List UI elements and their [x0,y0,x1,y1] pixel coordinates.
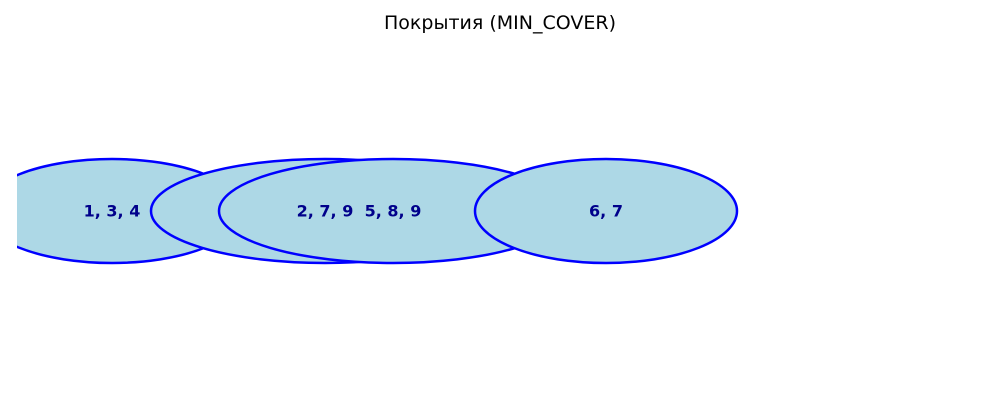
cover-label-1: 1, 3, 4 [84,202,141,221]
cover-ellipse-4 [473,157,739,265]
cover-label-3: 5, 8, 9 [365,202,422,221]
diagram-title: Покрытия (MIN_COVER) [384,12,616,34]
cover-label-2: 2, 7, 9 [297,202,354,221]
cover-label-4: 6, 7 [589,202,623,221]
